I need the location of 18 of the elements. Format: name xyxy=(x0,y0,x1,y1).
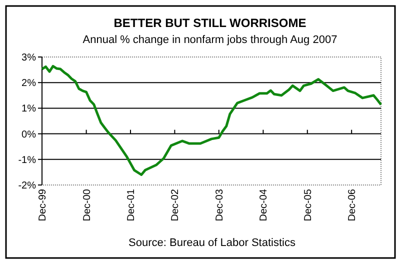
chart-title: BETTER BUT STILL WORRISOME xyxy=(114,16,306,30)
y-tick-label: 2% xyxy=(22,78,36,90)
y-tick-label: -2% xyxy=(18,180,36,192)
x-tick-label: Dec-04 xyxy=(258,188,270,222)
y-tick-label: -1% xyxy=(18,154,36,166)
y-tick-label: 3% xyxy=(22,52,36,64)
y-tick-label: 0% xyxy=(22,129,36,140)
x-tick-label: Dec-00 xyxy=(82,188,93,222)
source-note: Source: Bureau of Labor Statistics xyxy=(128,237,296,249)
x-tick-label: Dec-02 xyxy=(170,188,182,222)
x-tick-label: Dec-03 xyxy=(214,188,226,222)
chart-subtitle: Annual % change in nonfarm jobs through Aug 2007 xyxy=(82,34,338,46)
y-tick-label: 1% xyxy=(22,104,36,115)
line-series xyxy=(40,64,382,176)
x-tick-label: Dec-99 xyxy=(38,188,48,222)
x-tick-label: Dec-05 xyxy=(302,188,314,222)
x-tick-label: Dec-06 xyxy=(347,188,358,222)
x-tick-label: Dec-01 xyxy=(126,188,138,222)
